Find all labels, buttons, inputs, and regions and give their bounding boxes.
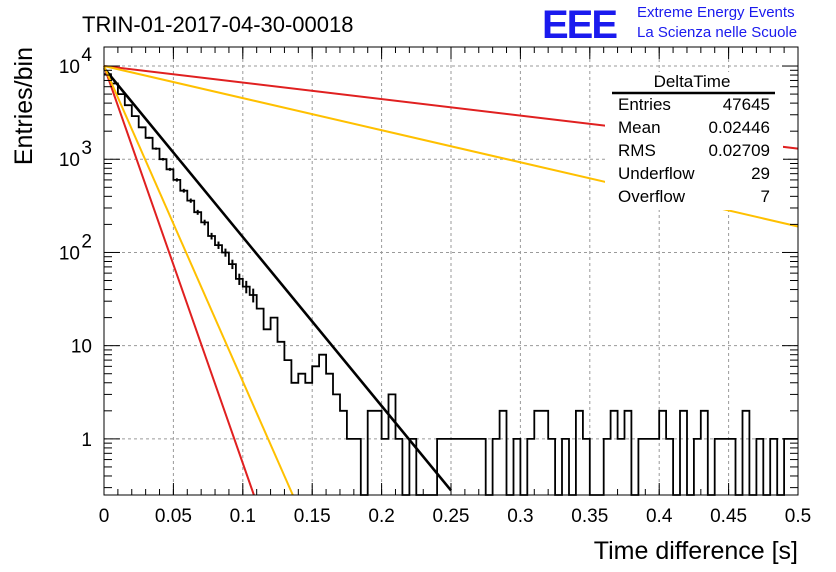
x-tick-label: 0.2 <box>368 506 394 527</box>
x-tick-label: 0.05 <box>155 506 192 527</box>
x-tick-label: 0.25 <box>433 506 470 527</box>
stats-label-underflow: Underflow <box>618 164 695 183</box>
chart-title: TRIN-01-2017-04-30-00018 <box>82 12 354 37</box>
y-tick-label: 10 <box>59 150 80 171</box>
y-tick-exponent: 3 <box>81 138 92 159</box>
y-tick-label: 10 <box>71 337 92 358</box>
stats-value-overflow: 7 <box>761 187 770 206</box>
stats-value-rms: 0.02709 <box>709 141 770 160</box>
stats-value-underflow: 29 <box>751 164 770 183</box>
stats-label-mean: Mean <box>618 118 661 137</box>
fit-curve-4 <box>103 65 255 496</box>
x-tick-label: 0.1 <box>230 506 256 527</box>
y-tick-label: 1 <box>81 430 92 451</box>
stats-title: DeltaTime <box>654 72 731 91</box>
x-axis-title: Time difference [s] <box>594 537 798 565</box>
x-tick-label: 0 <box>99 506 110 527</box>
stats-label-entries: Entries <box>618 95 671 114</box>
stats-value-entries: 47645 <box>723 95 770 114</box>
stats-box: DeltaTime Entries 47645 Mean 0.02446 RMS… <box>605 72 783 210</box>
x-tick-label: 0.3 <box>507 506 533 527</box>
y-tick-exponent: 4 <box>81 45 92 66</box>
logo-line-2: La Scienza nelle Scuole <box>637 24 797 41</box>
stats-label-overflow: Overflow <box>618 187 686 206</box>
x-tick-label: 0.15 <box>294 506 331 527</box>
x-tick-label: 0.35 <box>571 506 608 527</box>
plot-frame <box>103 46 799 496</box>
grid <box>104 47 798 495</box>
x-tick-label: 0.45 <box>710 506 747 527</box>
y-tick-exponent: 2 <box>81 231 92 252</box>
axes: 0 0.05 0.1 0.15 0.2 0.25 0.3 0.35 0.4 0.45 0.5 1 10 1… <box>59 45 811 527</box>
fit-curve-5 <box>103 65 294 496</box>
logo-letters: EEE <box>542 3 617 47</box>
y-tick-label: 10 <box>59 243 80 264</box>
fit-curve-1 <box>102 67 453 492</box>
stats-value-mean: 0.02446 <box>709 118 770 137</box>
y-axis-title: Entries/bin <box>10 47 38 165</box>
eee-logo: EEE Extreme Energy Events La Scienza nel… <box>542 3 797 47</box>
logo-line-1: Extreme Energy Events <box>637 4 795 21</box>
x-tick-label: 0.4 <box>646 506 673 527</box>
y-tick-label: 10 <box>59 57 80 78</box>
stats-box-background <box>605 72 783 210</box>
stats-label-rms: RMS <box>618 141 656 160</box>
x-tick-label: 0.5 <box>785 506 811 527</box>
